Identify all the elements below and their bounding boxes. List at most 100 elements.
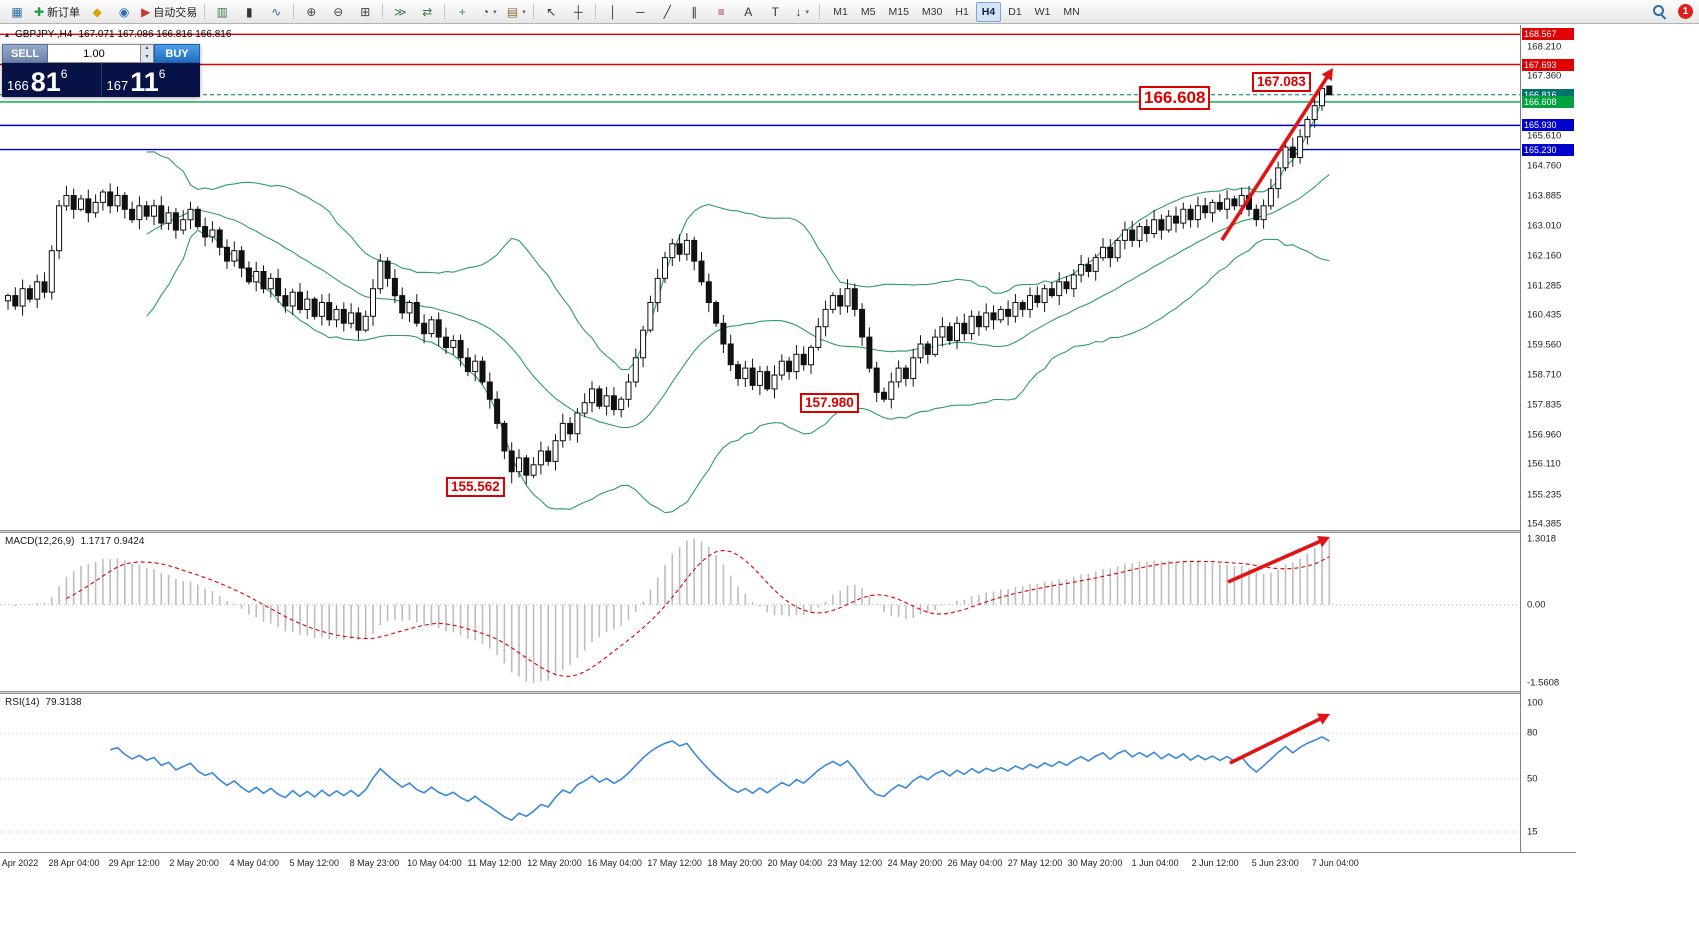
macd-pane-canvas[interactable] — [0, 533, 1520, 691]
buy-price-display[interactable]: 167 11 6 — [102, 63, 201, 97]
chart-bars-icon[interactable]: ▥ — [209, 1, 235, 23]
rsi-pane-canvas[interactable] — [0, 694, 1520, 852]
indicator-axis-label: 1.3018 — [1527, 533, 1557, 545]
chart-shift-icon[interactable]: ⇄ — [414, 1, 440, 23]
sell-button[interactable]: SELL — [2, 44, 48, 63]
text-icon[interactable]: A — [735, 1, 761, 23]
toolbar-right: 1 — [1646, 1, 1695, 23]
search-button[interactable] — [1646, 1, 1672, 23]
time-axis-label: 16 May 04:00 — [587, 858, 642, 868]
new-order-icon: ✚ — [34, 4, 45, 19]
periods-icon: ◔ — [481, 4, 490, 19]
pane-separator[interactable] — [0, 691, 1576, 694]
volume-input[interactable] — [48, 44, 141, 63]
time-axis-label: 12 May 20:00 — [527, 858, 582, 868]
price-tick-label: 165.610 — [1527, 130, 1562, 142]
one-click-collapse-icon[interactable]: ▴ — [5, 30, 10, 39]
buy-button[interactable]: BUY — [154, 44, 200, 63]
price-annotation[interactable]: 155.562 — [446, 477, 505, 498]
chart-window-icon[interactable]: ▦ — [4, 1, 30, 23]
market-watch-icon[interactable]: ◉ — [111, 1, 137, 23]
new-order-button-label: 新订单 — [47, 6, 81, 19]
timeframe-d1[interactable]: D1 — [1008, 5, 1022, 18]
trendline-icon: ╱ — [663, 4, 671, 19]
ohlc-values: 167.071 167.086 166.816 166.816 — [78, 29, 232, 40]
price-annotation[interactable]: 167.083 — [1252, 72, 1311, 93]
price-annotation[interactable]: 166.608 — [1139, 86, 1211, 111]
time-axis-label: 10 May 04:00 — [407, 858, 462, 868]
toolbar-separator — [382, 4, 384, 19]
pane-separator[interactable] — [0, 530, 1576, 533]
indicators-icon[interactable]: + — [449, 1, 475, 23]
price-chart-canvas[interactable] — [0, 25, 1520, 530]
zoom-in-icon: ⊕ — [306, 4, 317, 19]
sell-price-big: 81 — [30, 67, 61, 98]
timeframe-h1[interactable]: H1 — [955, 5, 969, 18]
text-icon: A — [744, 4, 753, 19]
volume-decrease-button[interactable]: ▾ — [145, 53, 149, 60]
indicator-axis-label: 50 — [1527, 773, 1538, 785]
notification-badge[interactable]: 1 — [1678, 4, 1693, 19]
timeframe-m15[interactable]: M15 — [888, 5, 909, 18]
templates-icon: ▤ — [506, 4, 519, 19]
periods-icon[interactable]: ◔ ▾ — [476, 1, 502, 23]
time-axis[interactable]: 26 Apr 2022 28 Apr 04:00 29 Apr 12:00 2 May… — [0, 852, 1576, 877]
indicator-axis-label: 80 — [1527, 727, 1538, 739]
timeframe-h4[interactable]: H4 — [975, 1, 1002, 22]
vertical-line-icon: │ — [609, 4, 618, 19]
sell-price-display[interactable]: 166 81 6 — [2, 63, 101, 97]
horizontal-line-icon[interactable]: ─ — [627, 1, 653, 23]
tile-windows-icon[interactable]: ⊞ — [352, 1, 378, 23]
alerts-icon[interactable]: ◆ — [84, 1, 110, 23]
auto-scroll-icon[interactable]: ≫ — [387, 1, 413, 23]
arrows-icon[interactable]: ↓ ▾ — [789, 1, 815, 23]
time-axis-label: 29 Apr 12:00 — [108, 858, 160, 868]
chart-bars-icon: ▥ — [216, 4, 228, 19]
trendline-icon[interactable]: ╱ — [654, 1, 680, 23]
volume-increase-button[interactable]: ▴ — [145, 45, 149, 51]
price-tick-label: 154.385 — [1527, 518, 1562, 530]
price-tag: 165.230 — [1522, 143, 1574, 156]
timeframe-m1[interactable]: M1 — [833, 5, 848, 18]
timeframe-mn[interactable]: MN — [1063, 5, 1080, 18]
toolbar: ▦ ✚ 新订单 ◆ ◉ ▶ 自动交易 ▥ ▮ ∿ ⊕ ⊖ ⊞ ≫ ⇄ + ◔ ▾ ▤ ▾ ↖ ┼ │ ─ ╱ ∥ ≡ A T ↓ ▾ M1 M… — [0, 0, 1699, 24]
price-axis[interactable]: 168.210167.360166.510165.610164.760163.8… — [1520, 25, 1577, 876]
cursor-icon[interactable]: ↖ — [538, 1, 564, 23]
sell-price-prefix: 166 — [7, 78, 29, 93]
time-axis-label: 5 Jun 23:00 — [1251, 858, 1299, 868]
vertical-line-icon[interactable]: │ — [600, 1, 626, 23]
search-icon — [1652, 4, 1667, 20]
indicator-axis-label: 0.00 — [1527, 599, 1546, 611]
zoom-in-icon[interactable]: ⊕ — [298, 1, 324, 23]
templates-icon[interactable]: ▤ ▾ — [503, 1, 529, 23]
toolbar-separator — [533, 4, 535, 19]
timeframe-m30[interactable]: M30 — [921, 5, 943, 18]
chart-candles-icon[interactable]: ▮ — [236, 1, 262, 23]
new-order-button[interactable]: ✚ 新订单 — [31, 1, 83, 23]
price-tag: 166.608 — [1522, 95, 1574, 108]
price-tick-label: 168.210 — [1527, 41, 1562, 53]
toolbar-separator — [819, 4, 821, 19]
time-axis-label: 17 May 12:00 — [647, 858, 702, 868]
one-click-trading-panel: SELL ▴ ▾ BUY 166 81 6 167 11 6 — [2, 44, 200, 97]
timeframe-w1[interactable]: W1 — [1034, 5, 1051, 18]
time-axis-label: 8 May 23:00 — [349, 858, 400, 868]
fibonacci-icon[interactable]: ≡ — [708, 1, 734, 23]
horizontal-line-icon: ─ — [636, 4, 645, 19]
label-icon[interactable]: T — [762, 1, 788, 23]
price-annotation[interactable]: 157.980 — [800, 393, 859, 414]
chart-line-icon: ∿ — [271, 4, 282, 19]
price-tick-label: 167.360 — [1527, 70, 1562, 82]
channel-icon[interactable]: ∥ — [681, 1, 707, 23]
chart-line-icon[interactable]: ∿ — [263, 1, 289, 23]
toolbar-buttons: ▦ ✚ 新订单 ◆ ◉ ▶ 自动交易 ▥ ▮ ∿ ⊕ ⊖ ⊞ ≫ ⇄ + ◔ ▾ ▤ ▾ ↖ ┼ │ ─ ╱ ∥ ≡ A T ↓ ▾ — [4, 1, 823, 23]
rsi-name: RSI(14) — [5, 697, 40, 708]
autotrading-button[interactable]: ▶ 自动交易 — [138, 1, 200, 23]
price-tick-label: 159.560 — [1527, 339, 1562, 351]
label-icon: T — [771, 4, 779, 19]
timeframe-m5[interactable]: M5 — [860, 5, 876, 18]
market-watch-icon: ◉ — [118, 4, 130, 19]
crosshair-icon[interactable]: ┼ — [565, 1, 591, 23]
zoom-out-icon[interactable]: ⊖ — [325, 1, 351, 23]
